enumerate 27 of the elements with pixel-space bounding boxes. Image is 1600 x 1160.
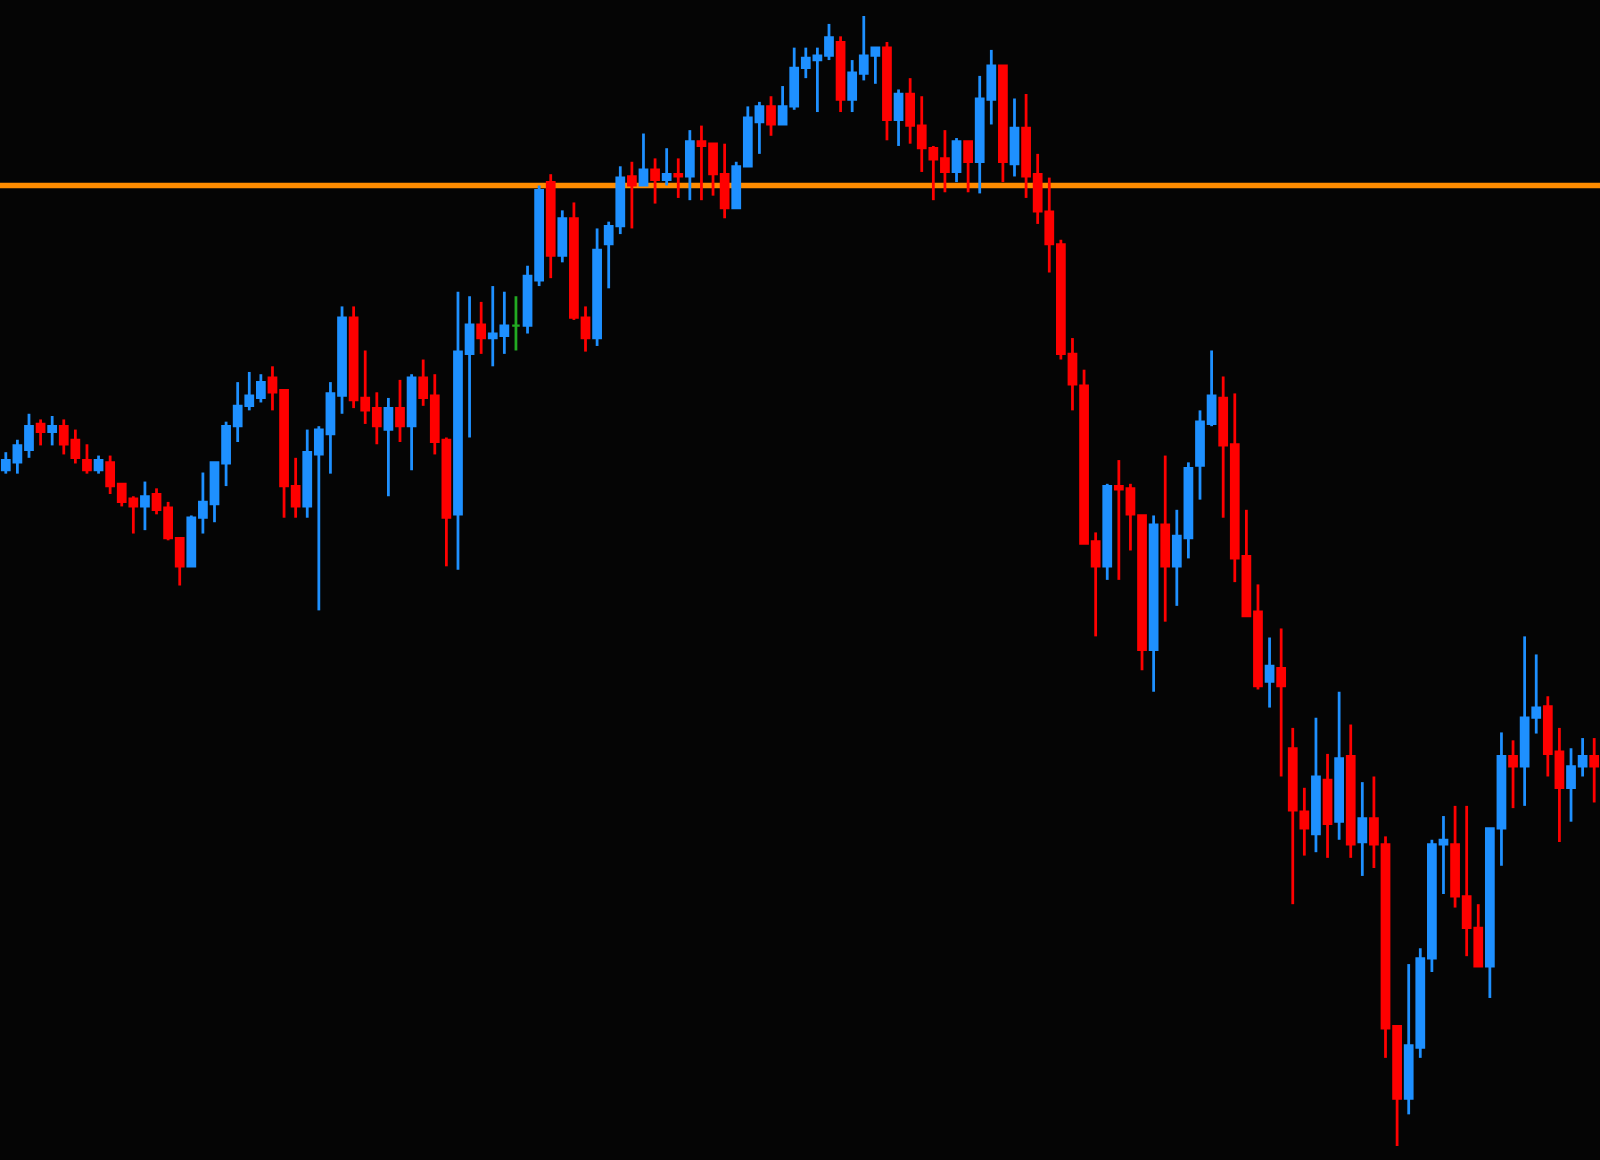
candlestick	[93, 454, 104, 476]
candlestick	[661, 146, 672, 187]
candlestick	[627, 160, 637, 230]
candlestick	[47, 414, 58, 447]
candlestick	[1009, 97, 1020, 178]
candlestick	[35, 418, 46, 447]
candlestick	[1508, 738, 1518, 810]
candlestick	[1589, 736, 1600, 804]
candlestick	[963, 140, 973, 194]
candlestick	[395, 378, 405, 444]
candlestick	[1264, 636, 1275, 709]
candlestick	[557, 208, 568, 264]
candlestick	[893, 88, 904, 148]
candlestick	[951, 136, 962, 184]
candlestick	[684, 128, 695, 202]
candlestick	[1322, 752, 1333, 860]
candlestick	[1160, 454, 1171, 624]
candlestick	[1276, 627, 1287, 778]
candlestick	[673, 156, 684, 200]
candlestick	[650, 156, 660, 205]
candlestick	[383, 396, 394, 498]
candlestick	[1357, 780, 1368, 878]
candlestick	[638, 132, 649, 187]
candlestick	[82, 442, 92, 476]
candlestick	[766, 94, 776, 138]
candlestick	[140, 480, 150, 532]
candlestick	[476, 300, 487, 356]
